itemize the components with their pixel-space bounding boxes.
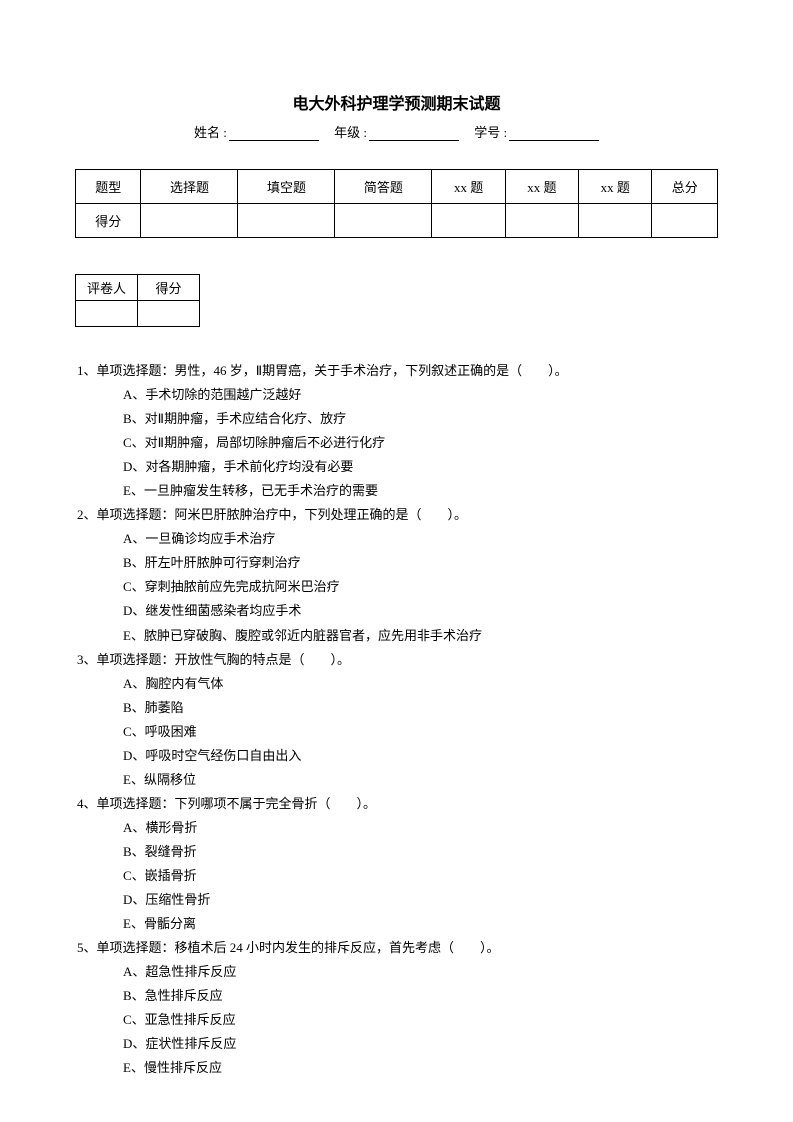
question-option: A、一旦确诊均应手术治疗	[75, 527, 718, 551]
table-cell	[76, 301, 138, 327]
question-option: A、胸腔内有气体	[75, 672, 718, 696]
question-option: E、一旦肿瘤发生转移，已无手术治疗的需要	[75, 479, 718, 503]
question-option: B、裂缝骨折	[75, 840, 718, 864]
question-option: D、呼吸时空气经伤口自由出入	[75, 744, 718, 768]
question-option: E、骨骺分离	[75, 912, 718, 936]
table-cell: 得分	[76, 204, 141, 238]
question-option: C、对Ⅱ期肿瘤，局部切除肿瘤后不必进行化疗	[75, 431, 718, 455]
table-cell: 总分	[652, 170, 718, 204]
question: 2、单项选择题：阿米巴肝脓肿治疗中，下列处理正确的是（ ）。A、一旦确诊均应手术…	[75, 503, 718, 647]
grade-blank	[369, 127, 459, 141]
question-option: B、肝左叶肝脓肿可行穿刺治疗	[75, 551, 718, 575]
question-stem: 2、单项选择题：阿米巴肝脓肿治疗中，下列处理正确的是（ ）。	[75, 503, 718, 527]
question-stem: 3、单项选择题：开放性气胸的特点是（ ）。	[75, 648, 718, 672]
name-blank	[229, 127, 319, 141]
question-option: C、穿刺抽脓前应先完成抗阿米巴治疗	[75, 575, 718, 599]
table-cell	[652, 204, 718, 238]
question-stem: 4、单项选择题：下列哪项不属于完全骨折（ ）。	[75, 792, 718, 816]
question-option: A、手术切除的范围越广泛越好	[75, 383, 718, 407]
question-stem: 1、单项选择题：男性，46 岁，Ⅱ期胃癌，关于手术治疗，下列叙述正确的是（ ）。	[75, 359, 718, 383]
question-option: B、肺萎陷	[75, 696, 718, 720]
question: 4、单项选择题：下列哪项不属于完全骨折（ ）。A、横形骨折B、裂缝骨折C、嵌插骨…	[75, 792, 718, 936]
table-row	[76, 301, 200, 327]
table-cell: xx 题	[505, 170, 578, 204]
question-option: B、对Ⅱ期肿瘤，手术应结合化疗、放疗	[75, 407, 718, 431]
question-option: A、横形骨折	[75, 816, 718, 840]
table-cell: 题型	[76, 170, 141, 204]
question-option: C、呼吸困难	[75, 720, 718, 744]
table-cell: 选择题	[141, 170, 238, 204]
table-cell: 简答题	[335, 170, 432, 204]
table-cell: xx 题	[432, 170, 505, 204]
page-title: 电大外科护理学预测期末试题	[75, 90, 718, 114]
question-option: D、对各期肿瘤，手术前化疗均没有必要	[75, 455, 718, 479]
table-cell: xx 题	[579, 170, 652, 204]
question-option: D、症状性排斥反应	[75, 1032, 718, 1056]
table-cell: 得分	[138, 275, 200, 301]
table-cell: 评卷人	[76, 275, 138, 301]
question-option: D、压缩性骨折	[75, 888, 718, 912]
score-table: 题型 选择题 填空题 简答题 xx 题 xx 题 xx 题 总分 得分	[75, 169, 718, 238]
student-info-line: 姓名 : 年级 : 学号 :	[75, 122, 718, 141]
question-option: D、继发性细菌感染者均应手术	[75, 599, 718, 623]
question-stem: 5、单项选择题：移植术后 24 小时内发生的排斥反应，首先考虑（ ）。	[75, 936, 718, 960]
id-blank	[509, 127, 599, 141]
question: 3、单项选择题：开放性气胸的特点是（ ）。A、胸腔内有气体B、肺萎陷C、呼吸困难…	[75, 648, 718, 792]
question-option: C、亚急性排斥反应	[75, 1008, 718, 1032]
question-option: E、慢性排斥反应	[75, 1056, 718, 1080]
table-cell	[141, 204, 238, 238]
questions-container: 1、单项选择题：男性，46 岁，Ⅱ期胃癌，关于手术治疗，下列叙述正确的是（ ）。…	[75, 359, 718, 1080]
table-row: 评卷人 得分	[76, 275, 200, 301]
question: 1、单项选择题：男性，46 岁，Ⅱ期胃癌，关于手术治疗，下列叙述正确的是（ ）。…	[75, 359, 718, 503]
table-cell	[579, 204, 652, 238]
question-option: E、脓肿已穿破胸、腹腔或邻近内脏器官者，应先用非手术治疗	[75, 624, 718, 648]
question-option: C、嵌插骨折	[75, 864, 718, 888]
table-row: 题型 选择题 填空题 简答题 xx 题 xx 题 xx 题 总分	[76, 170, 718, 204]
grade-label: 年级 :	[334, 125, 367, 140]
question-option: B、急性排斥反应	[75, 984, 718, 1008]
table-cell	[505, 204, 578, 238]
id-label: 学号 :	[474, 125, 507, 140]
table-cell	[238, 204, 335, 238]
question-option: E、纵隔移位	[75, 768, 718, 792]
name-label: 姓名 :	[194, 125, 227, 140]
table-row: 得分	[76, 204, 718, 238]
table-cell: 填空题	[238, 170, 335, 204]
table-cell	[335, 204, 432, 238]
question-option: A、超急性排斥反应	[75, 960, 718, 984]
grader-table: 评卷人 得分	[75, 274, 200, 327]
table-cell	[432, 204, 505, 238]
table-cell	[138, 301, 200, 327]
question: 5、单项选择题：移植术后 24 小时内发生的排斥反应，首先考虑（ ）。A、超急性…	[75, 936, 718, 1080]
